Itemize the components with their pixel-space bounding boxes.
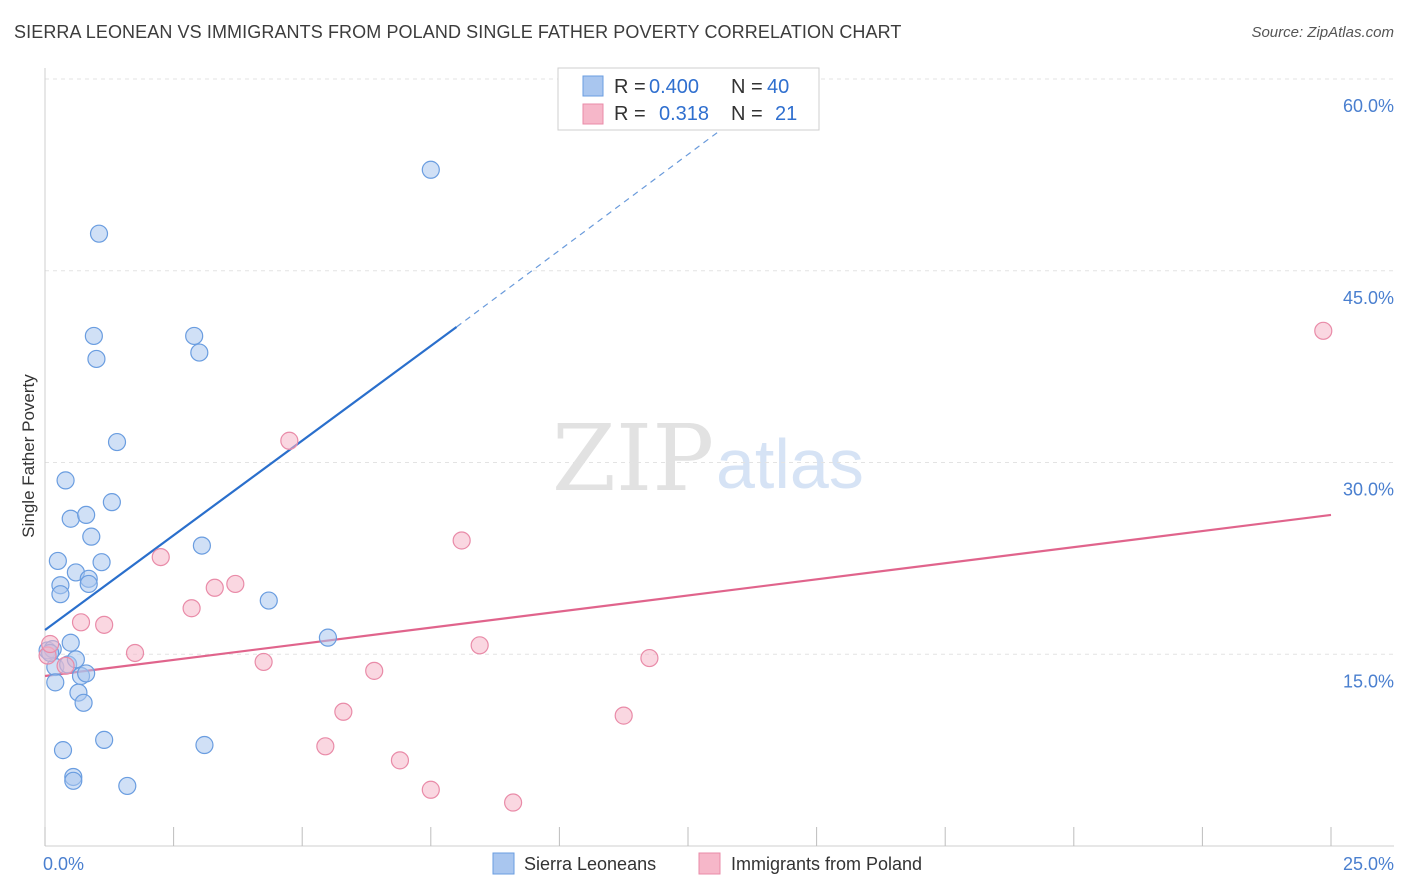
correlation-legend: R = 0.400 N = 40 R = 0.318 N = 21 [557, 67, 820, 131]
y-tick-label-45: 45.0% [1343, 288, 1394, 308]
poland-point-19 [504, 793, 523, 812]
poland-point-2 [56, 656, 75, 675]
watermark-atlas: atlas [716, 425, 864, 503]
poland-point-4 [95, 615, 114, 634]
sierra-leonean-point-31 [118, 776, 137, 796]
sierra-leonean-point-6 [51, 585, 70, 604]
legend-r-label-1: R = [614, 76, 646, 98]
sierra-leonean-point-7 [53, 741, 73, 760]
poland-point-7 [182, 599, 201, 618]
legend-r-value-2: 0.318 [659, 103, 709, 125]
sierra-leonean-point-36 [259, 591, 278, 610]
sierra-leonean-point-23 [82, 527, 101, 546]
poland-point-21 [640, 648, 659, 668]
sierra-leonean-point-33 [190, 343, 209, 362]
legend-n-value-1: 40 [767, 76, 789, 98]
sierra-leonean-point-11 [61, 633, 80, 652]
poland-point-16 [421, 780, 440, 799]
bottom-legend-sierra-leoneans: Sierra Leoneans [524, 854, 656, 874]
legend-swatch-sierra-leoneans [582, 75, 604, 97]
sierra-leonean-point-26 [89, 224, 109, 243]
y-tick-label-15: 15.0% [1343, 671, 1394, 691]
data-points [38, 160, 1333, 812]
y-tick-label-60: 60.0% [1343, 96, 1394, 116]
poland-point-18 [470, 636, 489, 655]
sierra-leonean-point-37 [318, 628, 338, 647]
sierra-leonean-point-18 [74, 693, 93, 712]
y-tick-label-30: 30.0% [1343, 480, 1394, 500]
poland-point-14 [365, 661, 384, 680]
x-tick-label-end: 25.0% [1343, 854, 1394, 874]
sierra-leonean-trend-extension [456, 84, 781, 328]
poland-point-17 [452, 531, 471, 550]
sierra-leonean-point-32 [185, 326, 204, 346]
sierra-leonean-point-4 [48, 551, 67, 571]
legend-n-label-2: N = [731, 103, 763, 125]
series-legend: Sierra Leoneans Immigrants from Poland [492, 852, 922, 875]
sierra-leonean-point-34 [192, 536, 211, 555]
axes: 0.0% 25.0% [43, 68, 1394, 874]
legend-r-label-2: R = [614, 103, 646, 125]
bottom-legend-swatch-sierra-leoneans [492, 852, 515, 875]
sierra-leonean-point-35 [195, 735, 214, 755]
sierra-leonean-point-27 [92, 553, 111, 572]
sierra-leonean-point-30 [107, 432, 127, 452]
sierra-leonean-point-24 [84, 326, 103, 346]
sierra-leonean-point-38 [421, 160, 440, 179]
legend-swatch-poland [582, 103, 604, 125]
watermark-zip: ZIP [552, 405, 714, 512]
sierra-leonean-point-3 [46, 673, 65, 692]
sierra-leonean-point-20 [77, 505, 96, 525]
sierra-leonean-point-8 [56, 471, 75, 490]
sierra-leonean-point-25 [87, 349, 106, 369]
legend-n-label-1: N = [731, 76, 763, 98]
trend-lines [44, 84, 1332, 678]
poland-point-3 [71, 613, 91, 632]
chart-title: SIERRA LEONEAN VS IMMIGRANTS FROM POLAND… [14, 22, 902, 42]
y-axis-label: Single Father Poverty [19, 374, 38, 538]
sierra-leonean-point-19 [77, 664, 96, 683]
poland-point-8 [205, 578, 224, 597]
grid-lines: 15.0% 30.0% 45.0% 60.0% [45, 78, 1394, 691]
sierra-leonean-point-28 [95, 730, 114, 749]
legend-n-value-2: 21 [775, 103, 797, 125]
poland-point-9 [226, 574, 245, 594]
source-credit: Source: ZipAtlas.com [1251, 24, 1394, 41]
poland-point-15 [390, 751, 410, 770]
poland-point-10 [254, 652, 273, 672]
poland-point-6 [151, 547, 170, 567]
poland-point-22 [1314, 321, 1333, 340]
poland-point-13 [334, 702, 353, 721]
poland-point-12 [316, 737, 335, 756]
bottom-legend-swatch-poland [698, 852, 721, 875]
sierra-leonean-point-29 [102, 493, 121, 512]
sierra-leonean-point-13 [64, 771, 83, 790]
poland-point-20 [614, 706, 633, 725]
bottom-legend-poland: Immigrants from Poland [731, 854, 922, 874]
poland-trend-line [44, 513, 1332, 678]
poland-point-11 [280, 431, 299, 450]
sierra-leonean-point-22 [79, 574, 98, 594]
poland-point-5 [125, 643, 145, 663]
poland-point-1 [41, 634, 60, 654]
sierra-leonean-point-10 [61, 509, 80, 528]
x-tick-label-start: 0.0% [43, 854, 84, 874]
legend-r-value-1: 0.400 [649, 76, 699, 98]
sierra-leonean-trend-line [44, 326, 458, 631]
